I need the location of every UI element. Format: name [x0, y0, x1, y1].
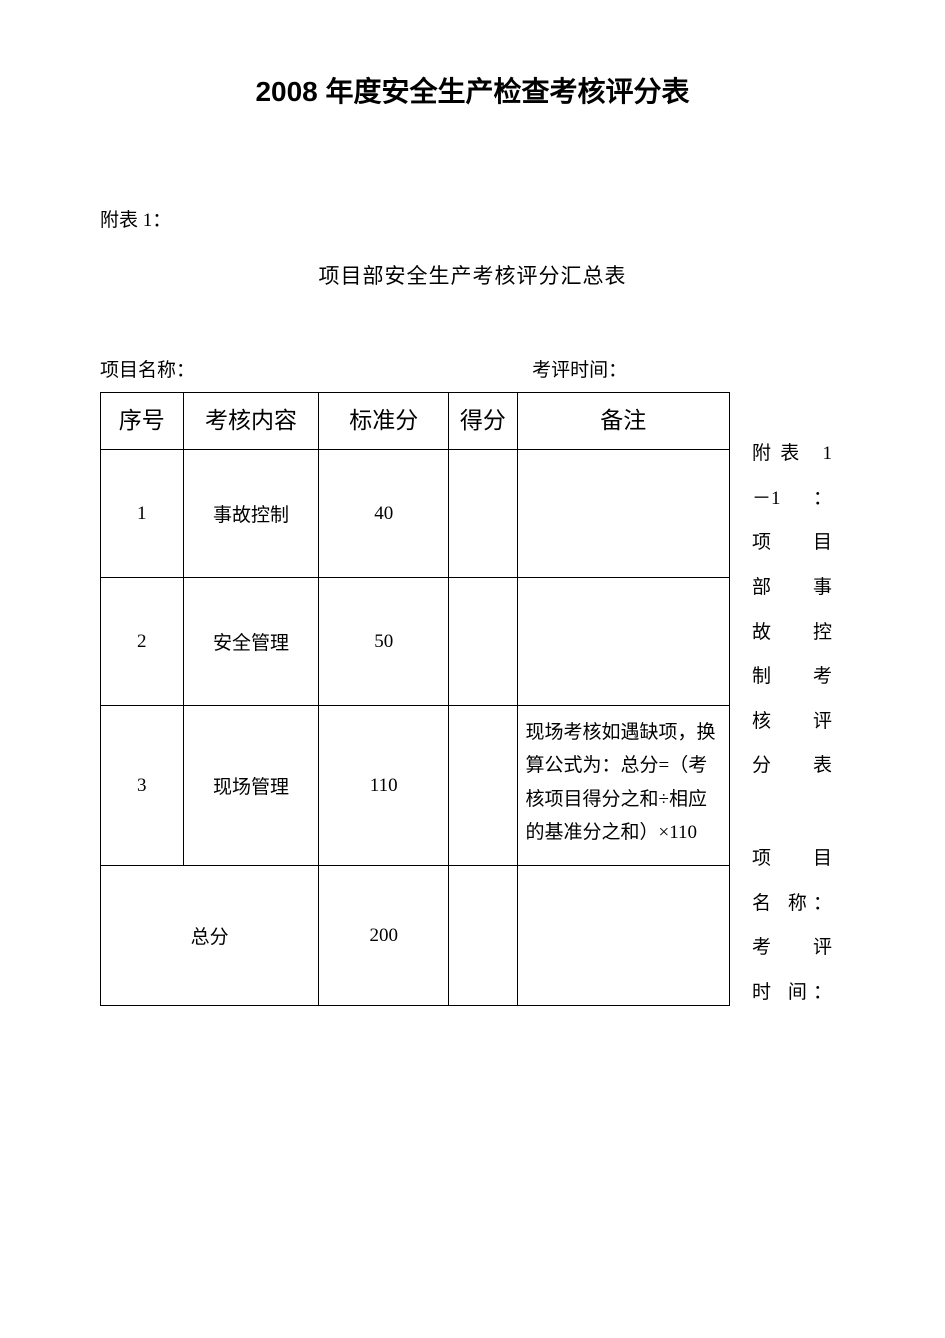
table-total-row: 总分 200	[101, 866, 730, 1006]
eval-time-label: 考评时间：	[532, 355, 845, 382]
side-text: 项 目	[752, 837, 832, 882]
table-row: 2 安全管理 50	[101, 578, 730, 706]
side-text: －1：	[752, 477, 832, 522]
cell-note: 现场考核如遇缺项，换算公式为：总分=（考核项目得分之和÷相应的基准分之和）×11…	[517, 706, 729, 866]
side-text: 制考	[752, 655, 832, 700]
side-text: 时 间：	[752, 971, 832, 1016]
side-text: 部事	[752, 566, 832, 611]
table-row: 1 事故控制 40	[101, 450, 730, 578]
side-text: 分表	[752, 744, 832, 789]
side-block-info: 项 目 名 称： 考 评 时 间：	[752, 837, 832, 1016]
header-note: 备注	[517, 393, 729, 450]
cell-standard: 40	[319, 450, 449, 578]
project-name-label: 项目名称：	[100, 355, 532, 382]
side-text: 核评	[752, 700, 832, 745]
table-row: 3 现场管理 110 现场考核如遇缺项，换算公式为：总分=（考核项目得分之和÷相…	[101, 706, 730, 866]
side-text: 项目	[752, 521, 832, 566]
page-title: 2008 年度安全生产检查考核评分表	[100, 70, 845, 110]
cell-note	[517, 578, 729, 706]
total-note	[517, 866, 729, 1006]
header-score: 得分	[449, 393, 517, 450]
side-column: 附表 1 －1： 项目 部事 故控 制考 核评 分表 项 目 名 称： 考 评 …	[752, 392, 832, 1064]
header-seq: 序号	[101, 393, 184, 450]
side-text: 附表 1	[752, 432, 832, 477]
cell-standard: 110	[319, 706, 449, 866]
total-label: 总分	[101, 866, 319, 1006]
header-standard: 标准分	[319, 393, 449, 450]
side-text: 考 评	[752, 926, 832, 971]
side-text: 名 称：	[752, 882, 832, 927]
side-block-appendix: 附表 1 －1： 项目 部事 故控 制考 核评 分表	[752, 432, 832, 789]
cell-score	[449, 450, 517, 578]
cell-seq: 3	[101, 706, 184, 866]
cell-score	[449, 578, 517, 706]
table-header-row: 序号 考核内容 标准分 得分 备注	[101, 393, 730, 450]
info-row: 项目名称： 考评时间：	[100, 355, 845, 382]
cell-standard: 50	[319, 578, 449, 706]
cell-seq: 1	[101, 450, 184, 578]
side-text: 故控	[752, 611, 832, 656]
subtitle: 项目部安全生产考核评分汇总表	[100, 260, 845, 290]
cell-content: 安全管理	[183, 578, 319, 706]
total-standard: 200	[319, 866, 449, 1006]
total-score	[449, 866, 517, 1006]
score-table: 序号 考核内容 标准分 得分 备注 1 事故控制 40 2 安全管理 50	[100, 392, 730, 1006]
header-content: 考核内容	[183, 393, 319, 450]
cell-seq: 2	[101, 578, 184, 706]
main-wrap: 序号 考核内容 标准分 得分 备注 1 事故控制 40 2 安全管理 50	[100, 392, 845, 1064]
cell-content: 事故控制	[183, 450, 319, 578]
cell-note	[517, 450, 729, 578]
appendix-label: 附表 1：	[100, 205, 845, 232]
cell-content: 现场管理	[183, 706, 319, 866]
cell-score	[449, 706, 517, 866]
